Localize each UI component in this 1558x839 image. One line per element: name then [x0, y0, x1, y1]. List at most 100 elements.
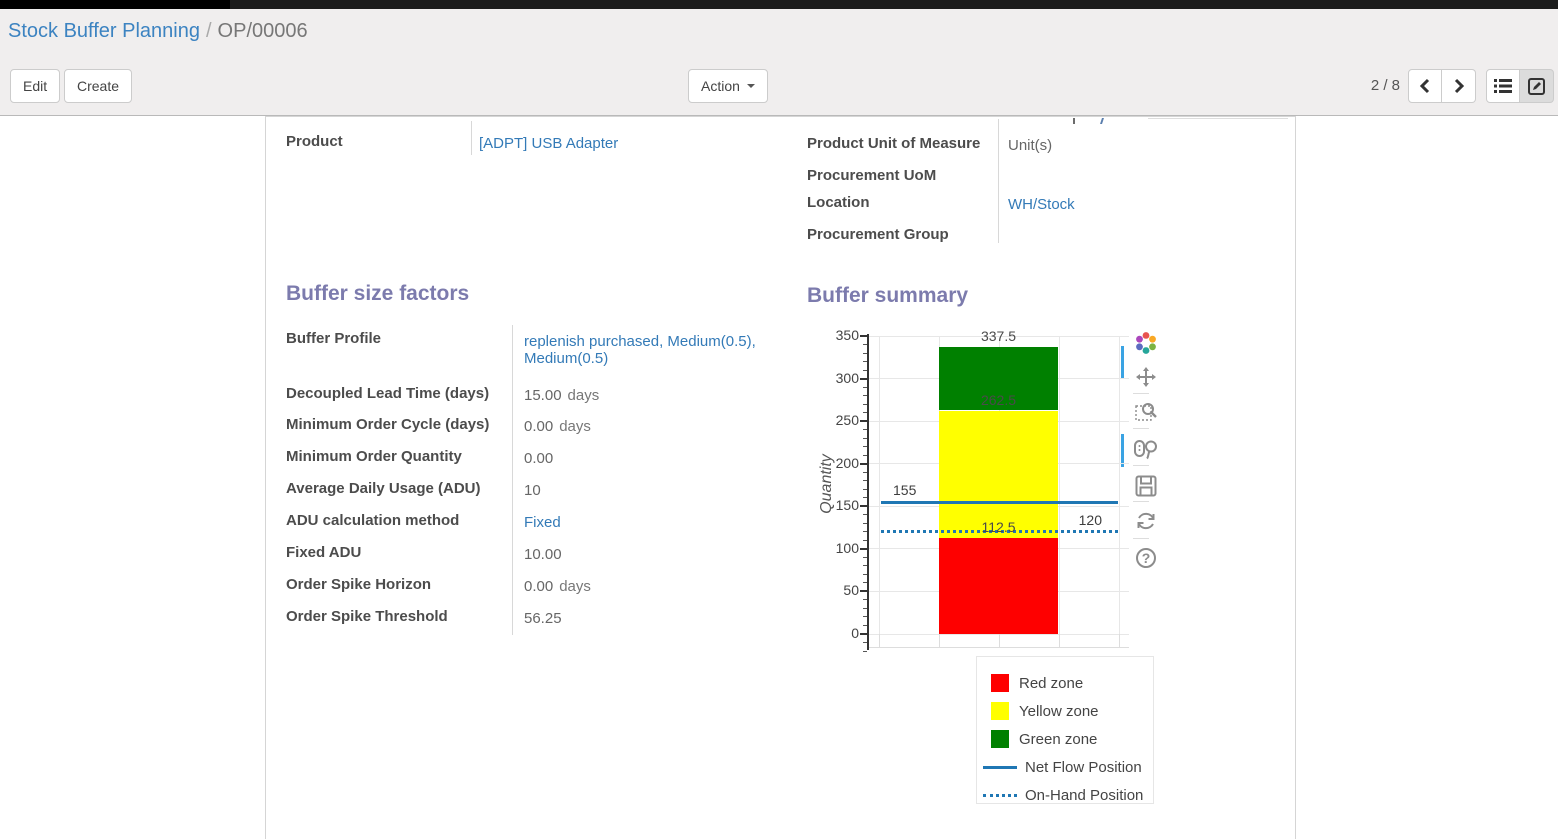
zone-boundary-label: 337.5	[980, 327, 1017, 344]
help-icon[interactable]: ?	[1133, 545, 1159, 571]
procurement-group-label: Procurement Group	[807, 226, 949, 243]
buffer-profile-label: Buffer Profile	[286, 330, 382, 347]
y-axis-minor-tick	[863, 455, 867, 456]
x-axis-tick	[1059, 634, 1060, 647]
legend-item-green-zone[interactable]: Green zone	[991, 725, 1153, 753]
form-view-button[interactable]	[1520, 69, 1554, 103]
min-order-cycle-label: Minimum Order Cycle (days)	[286, 416, 490, 433]
x-gridline	[1059, 336, 1060, 634]
form-view-icon	[1528, 77, 1545, 95]
box-zoom-icon[interactable]	[1133, 398, 1159, 424]
y-axis-minor-tick	[863, 446, 867, 447]
breadcrumb: Stock Buffer Planning / OP/00006	[8, 20, 308, 43]
on-hand-position-line[interactable]	[881, 530, 1118, 534]
fixed-adu-value: 10.00	[524, 546, 562, 563]
action-dropdown-button[interactable]: Action	[688, 69, 768, 103]
y-axis-tick-label: 50	[843, 582, 859, 599]
pan-icon[interactable]	[1133, 364, 1159, 390]
pager-buttons	[1408, 69, 1476, 103]
y-axis-minor-tick	[863, 429, 867, 430]
modebar-separator	[1133, 465, 1149, 466]
y-axis-minor-tick	[863, 599, 867, 600]
decoupled-lead-time-value: 15.00 days	[524, 387, 600, 404]
lasso-zoom-icon[interactable]	[1133, 436, 1159, 462]
breadcrumb-current: OP/00006	[217, 20, 308, 42]
buffer-profile-value-link[interactable]: replenish purchased, Medium(0.5), Medium…	[524, 333, 756, 367]
x-axis-tick	[939, 634, 940, 647]
legend-item-red-zone[interactable]: Red zone	[991, 669, 1153, 697]
y-axis-minor-tick	[863, 489, 867, 490]
on-hand-line-swatch	[983, 793, 1017, 797]
y-axis-minor-tick	[863, 353, 867, 354]
y-axis-major-tick	[860, 335, 867, 337]
create-button[interactable]: Create	[64, 69, 133, 103]
y-axis-minor-tick	[863, 412, 867, 413]
y-axis-minor-tick	[863, 395, 867, 396]
legend-item-yellow-zone[interactable]: Yellow zone	[991, 697, 1153, 725]
min-order-cycle-value: 0.00 days	[524, 418, 591, 435]
edit-button[interactable]: Edit	[10, 69, 61, 103]
adu-method-label: ADU calculation method	[286, 512, 460, 529]
red-zone-bar[interactable]	[939, 538, 1058, 634]
control-panel: Stock Buffer Planning / OP/00006 Edit Crea…	[0, 9, 1558, 116]
clipped-row-remnant	[1073, 118, 1075, 124]
y-axis-minor-tick	[863, 370, 867, 371]
y-axis-minor-tick	[863, 582, 867, 583]
save-icon[interactable]	[1133, 473, 1159, 499]
list-view-button[interactable]	[1486, 69, 1520, 103]
x-axis-tick	[999, 634, 1000, 647]
net-flow-position-line[interactable]	[881, 500, 1118, 504]
y-axis-minor-tick	[863, 344, 867, 345]
adu-method-value-link[interactable]: Fixed	[524, 514, 561, 531]
modebar-separator	[1133, 501, 1149, 502]
y-axis-minor-tick	[863, 651, 867, 652]
pager-counter: 2 / 8	[1370, 77, 1400, 94]
decoupled-lead-time-label: Decoupled Lead Time (days)	[286, 385, 490, 402]
modebar-active-indicator	[1121, 434, 1124, 467]
pager-next-button[interactable]	[1442, 69, 1476, 103]
y-axis-minor-tick	[863, 387, 867, 388]
min-order-qty-value: 0.00	[524, 450, 554, 467]
action-label: Action	[701, 78, 740, 94]
y-axis-minor-tick	[863, 616, 867, 617]
modebar-active-indicator	[1121, 346, 1124, 379]
x-gridline	[1119, 336, 1120, 634]
y-axis-tick-label: 250	[835, 412, 859, 429]
y-axis-minor-tick	[863, 438, 867, 439]
pager-previous-button[interactable]	[1408, 69, 1442, 103]
y-axis-major-tick	[860, 377, 867, 380]
y-axis-major-tick	[860, 462, 867, 465]
field-separator	[998, 119, 999, 243]
on-hand-position-label: 120	[1078, 511, 1102, 528]
yellow-zone-bar[interactable]	[939, 410, 1058, 539]
product-value-link[interactable]: [ADPT] USB Adapter	[479, 135, 619, 152]
procurement-uom-label: Procurement UoM	[807, 167, 937, 184]
y-axis-tick-label: 0	[851, 625, 859, 641]
clipped-row-underline	[1148, 118, 1288, 119]
green-zone-swatch	[991, 730, 1009, 748]
y-axis-minor-tick	[863, 497, 867, 498]
green-zone-bar[interactable]	[939, 346, 1058, 411]
net-flow-line-swatch	[983, 765, 1017, 769]
y-axis-tick-label: 350	[835, 327, 859, 343]
y-axis-major-tick	[860, 633, 867, 635]
order-spike-threshold-value: 56.25	[524, 610, 562, 627]
y-axis-minor-tick	[863, 540, 867, 541]
yellow-zone-swatch	[991, 702, 1009, 720]
y-axis-minor-tick	[863, 531, 867, 532]
breadcrumb-parent-link[interactable]: Stock Buffer Planning	[8, 20, 200, 42]
plotly-logo-icon[interactable]	[1133, 330, 1159, 356]
list-view-icon	[1494, 79, 1512, 93]
x-axis-domain-line	[869, 647, 1129, 648]
reset-icon[interactable]	[1133, 508, 1159, 534]
red-zone-swatch	[991, 674, 1009, 692]
min-order-qty-label: Minimum Order Quantity	[286, 448, 462, 465]
legend-item-on-hand[interactable]: On-Hand Position	[983, 781, 1153, 809]
chart-legend: Red zone Yellow zone Green zone Net Flow…	[976, 656, 1154, 804]
location-value-link[interactable]: WH/Stock	[1008, 196, 1075, 213]
y-axis-minor-tick	[863, 514, 867, 515]
modebar-separator	[1133, 428, 1149, 429]
legend-item-net-flow[interactable]: Net Flow Position	[983, 753, 1153, 781]
modebar-separator	[1133, 538, 1149, 539]
